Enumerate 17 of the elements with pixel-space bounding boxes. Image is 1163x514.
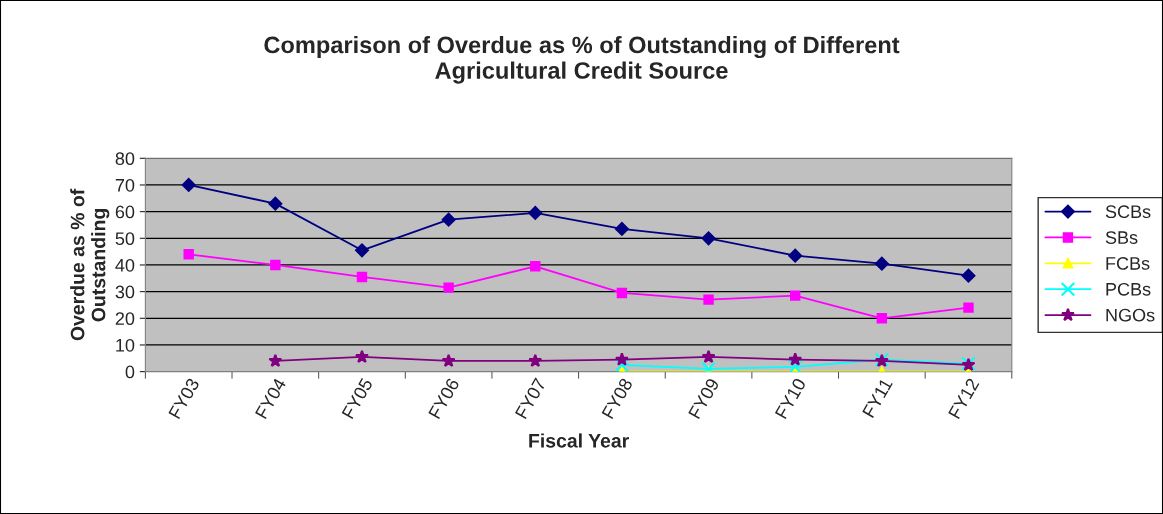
x-axis-title: Fiscal Year <box>529 433 629 448</box>
chart-title: Comparison of Overdue as % of Outstanding of Different Agricultural Credit Source <box>264 35 900 84</box>
y-tick-label: 0 <box>125 365 135 379</box>
y-tick-label: 80 <box>115 152 135 166</box>
y-tick-label: 40 <box>115 258 135 272</box>
y-tick-label: 60 <box>115 205 135 219</box>
legend-label: NGOs <box>1106 308 1155 322</box>
y-tick-label: 20 <box>115 312 135 326</box>
y-tick-label: 10 <box>116 338 135 352</box>
y-tick-label: 70 <box>115 178 135 192</box>
y-tick-label: 30 <box>115 285 135 299</box>
legend-label: SCBs <box>1105 205 1151 219</box>
y-tick-label: 50 <box>115 232 135 246</box>
legend-label: PCBs <box>1106 282 1151 296</box>
legend-label: SBs <box>1105 231 1138 244</box>
legend-label: FCBs <box>1106 257 1150 270</box>
y-axis-title: Overdue as % of Outstanding <box>70 188 110 341</box>
